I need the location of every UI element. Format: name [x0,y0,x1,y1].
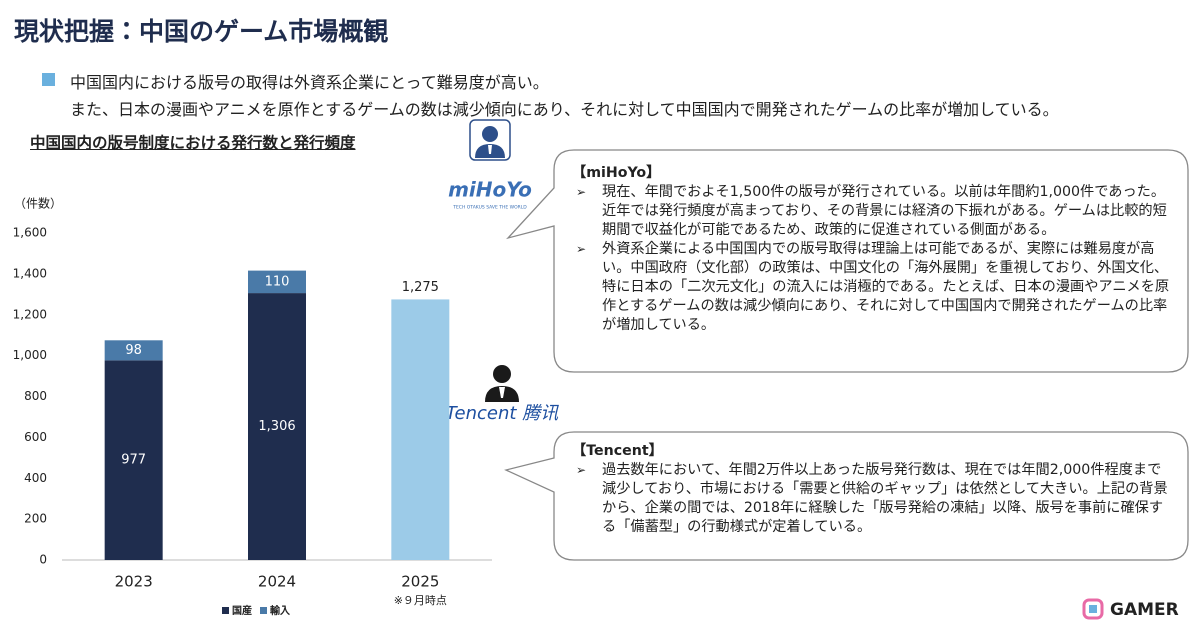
x-tick-label: 2025 [401,573,439,591]
bullet-square [42,73,55,86]
y-unit: （件数） [14,196,62,211]
value-label: 977 [121,453,146,468]
lead-line: 中国国内における版号の取得は外資系企業にとって難易度が高い。 [70,73,549,92]
legend-label: 国産 [232,604,252,617]
value-label: 1,275 [402,280,439,295]
y-tick-label: 1,200 [13,307,47,321]
callout-item: 過去数年において、年間2万件以上あった版号発行数は、現在では年間2,000件程度… [572,461,1172,537]
brand-icon [1082,598,1104,620]
value-label: 110 [265,274,290,289]
legend-label: 輸入 [270,604,291,617]
y-tick-label: 800 [24,389,47,403]
value-label: 98 [125,343,142,358]
logo-tagline: TECH OTAKUS SAVE THE WORLD [452,205,527,211]
person-icon [469,119,511,161]
legend-swatch [222,607,229,614]
logo: miHoYo [448,178,532,202]
lead-line: また、日本の漫画やアニメを原作とするゲームの数は減少傾向にあり、それに対して中国… [70,100,1059,119]
bar [104,340,163,361]
callout-text: 【Tencent】 過去数年において、年間2万件以上あった版号発行数は、現在では… [572,442,1172,537]
bar [248,270,306,294]
x-tick-label: 2024 [258,573,296,591]
legend-swatch [260,607,267,614]
y-tick-label: 0 [39,553,47,567]
title: 現状把握：中国のゲーム市場概観 [14,17,389,46]
y-tick-label: 1,000 [13,348,47,362]
callout-item: 外資系企業による中国国内での版号取得は理論上は可能であるが、実際には難易度が高い… [572,240,1172,335]
callout-heading: 【Tencent】 [572,443,663,459]
person-icon [485,365,519,402]
x-tick-label: 2023 [115,573,153,591]
callout-item: 現在、年間でおよそ1,500件の版号が発行されている。以前は年間約1,000件で… [572,183,1172,240]
value-label: 1,306 [258,419,295,434]
chart-title: 中国国内の版号制度における発行数と発行頻度 [30,134,356,152]
logo: Tencent 腾讯 [446,403,559,424]
annotation: ※９月時点 [394,594,447,607]
bar [248,293,306,560]
y-tick-label: 600 [24,430,47,444]
y-tick-label: 200 [24,512,47,526]
y-tick-label: 1,600 [13,226,47,240]
bar [391,299,450,560]
y-tick-label: 400 [24,471,47,485]
brand: GAMER [1110,600,1179,620]
callout-text: 【miHoYo】 現在、年間でおよそ1,500件の版号が発行されている。以前は年… [572,164,1172,335]
callout-heading: 【miHoYo】 [572,165,661,181]
y-tick-label: 1,400 [13,266,47,280]
bar [104,360,163,560]
